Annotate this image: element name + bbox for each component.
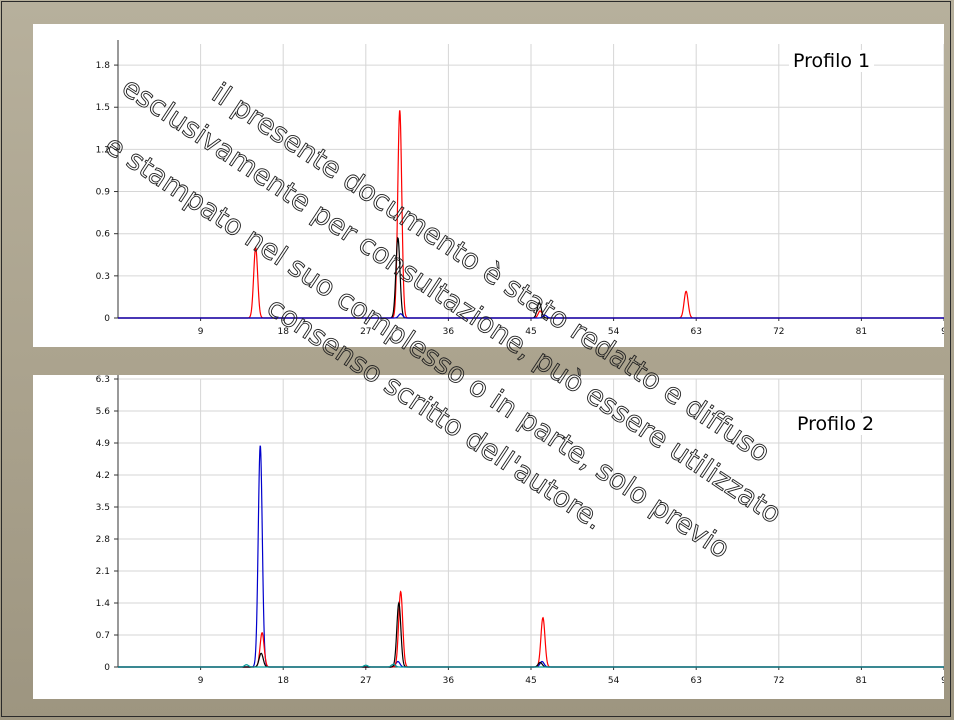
c1-x-tick-label-3: 36 xyxy=(443,327,455,337)
c2-x-tick-label-2: 27 xyxy=(360,676,371,686)
c2-x-tick-label-1: 18 xyxy=(277,676,289,686)
c2-y-tick-label-1: 0.7 xyxy=(96,631,110,641)
c2-y-tick-label-4: 2.8 xyxy=(96,535,111,545)
chart-title-profilo-1: Profilo 1 xyxy=(789,50,875,72)
c1-x-tick-label-6: 63 xyxy=(690,327,701,337)
c1-x-tick-label-8: 81 xyxy=(856,327,867,337)
c1-x-tick-label-4: 45 xyxy=(525,327,536,337)
c2-x-tick-label-8: 81 xyxy=(856,676,867,686)
c1-x-tick-label-7: 72 xyxy=(773,327,784,337)
c2-y-tick-label-8: 5.6 xyxy=(96,407,111,417)
c2-x-tick-label-3: 36 xyxy=(443,676,455,686)
c2-y-tick-label-6: 4.2 xyxy=(96,471,110,481)
c1-x-tick-label-9: 9 xyxy=(941,327,944,337)
c2-y-tick-label-2: 1.4 xyxy=(96,599,111,609)
c2-x-tick-label-0: 9 xyxy=(198,676,204,686)
c2-x-tick-label-9: 9 xyxy=(941,676,944,686)
c1-y-tick-label-3: 0.9 xyxy=(96,188,111,198)
chart-profilo-2: 0 0.7 1.4 2.1 2.8 3.5 4.2 4.9 5.6 6.3 9 18 27 36 45 54 6… xyxy=(96,375,944,686)
c2-series-3-line xyxy=(118,663,944,668)
c1-y-tick-label-0: 0 xyxy=(104,314,110,324)
chart-panel-profilo-2: 0 0.7 1.4 2.1 2.8 3.5 4.2 4.9 5.6 6.3 9 18 27 36 45 54 6… xyxy=(33,375,944,699)
c1-x-tick-label-1: 18 xyxy=(277,327,289,337)
c1-y-tick-label-6: 1.8 xyxy=(96,61,111,71)
c1-y-tick-label-2: 0.6 xyxy=(96,230,111,240)
c1-y-tick-label-1: 0.3 xyxy=(96,272,110,282)
c2-x-tick-label-5: 54 xyxy=(608,676,620,686)
c1-series-2-line xyxy=(118,313,944,319)
c1-x-tick-label-2: 27 xyxy=(360,327,371,337)
c2-y-tick-label-3: 2.1 xyxy=(96,567,110,577)
c1-y-tick-label-4: 1.2 xyxy=(96,145,110,155)
c2-y-tick-label-7: 4.9 xyxy=(96,439,111,449)
c2-y-tick-label-0: 0 xyxy=(104,663,110,673)
c2-y-tick-label-5: 3.5 xyxy=(96,503,110,513)
c2-y-tick-label-9: 6.3 xyxy=(96,375,110,385)
c2-x-tick-label-7: 72 xyxy=(773,676,784,686)
chart-profilo-1: 0 0.3 0.6 0.9 1.2 1.5 1.8 9 18 27 36 45 54 63 72 81 9 xyxy=(96,40,944,337)
c1-x-tick-label-5: 54 xyxy=(608,327,620,337)
c2-x-tick-label-4: 45 xyxy=(525,676,536,686)
c2-x-tick-label-6: 63 xyxy=(690,676,701,686)
chart-panel-profilo-1: 0 0.3 0.6 0.9 1.2 1.5 1.8 9 18 27 36 45 54 63 72 81 9 Pr… xyxy=(33,24,944,347)
chart-title-profilo-2: Profilo 2 xyxy=(793,413,879,435)
c1-x-tick-label-0: 9 xyxy=(198,327,204,337)
c1-y-tick-label-5: 1.5 xyxy=(96,103,110,113)
